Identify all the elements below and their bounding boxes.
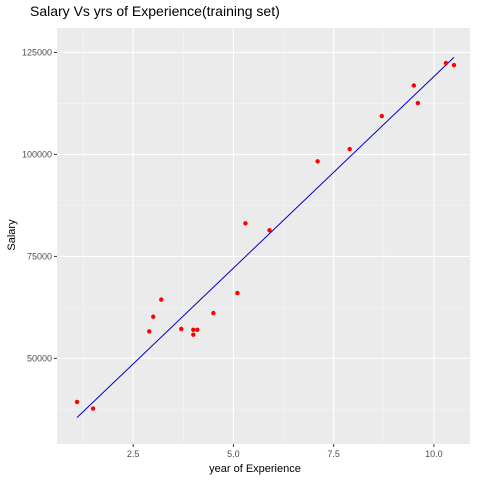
data-point [90, 406, 96, 411]
y-axis: 50000 75000 100000 125000 [22, 47, 57, 363]
x-axis: 2.5 5.0 7.5 10.0 [127, 444, 443, 459]
data-point [315, 159, 320, 164]
data-point [147, 329, 152, 334]
y-tick-label: 50000 [27, 353, 52, 363]
chart-title: Salary Vs yrs of Experience(training set… [30, 3, 280, 19]
data-point [235, 290, 240, 296]
data-point [159, 297, 164, 302]
data-point [451, 62, 457, 68]
data-point [415, 100, 421, 106]
data-point [347, 146, 352, 152]
regression-line-layer [76, 57, 455, 418]
data-point [195, 327, 200, 333]
data-point [179, 326, 184, 332]
data-point [379, 113, 384, 119]
data-point [191, 332, 196, 337]
plot-panel [57, 28, 470, 444]
x-axis-title: year of Experience [209, 463, 301, 475]
y-tick-label: 125000 [22, 47, 52, 57]
grid-minor [57, 28, 470, 444]
data-point [151, 314, 156, 319]
regression-line [76, 57, 455, 418]
data-point [267, 228, 272, 233]
data-point [211, 310, 216, 316]
x-tick-label: 5.0 [227, 449, 240, 459]
data-point [243, 221, 248, 226]
x-tick-label: 7.5 [327, 449, 340, 459]
data-point [74, 399, 80, 405]
data-points [74, 60, 457, 411]
data-point [411, 83, 417, 88]
y-axis-title: Salary [6, 219, 18, 251]
y-tick-label: 100000 [22, 149, 52, 159]
x-tick-label: 2.5 [127, 449, 140, 459]
data-point [191, 327, 196, 333]
data-point [443, 60, 449, 66]
y-tick-label: 75000 [27, 251, 52, 261]
x-tick-label: 10.0 [425, 449, 443, 459]
grid-major [57, 28, 470, 444]
